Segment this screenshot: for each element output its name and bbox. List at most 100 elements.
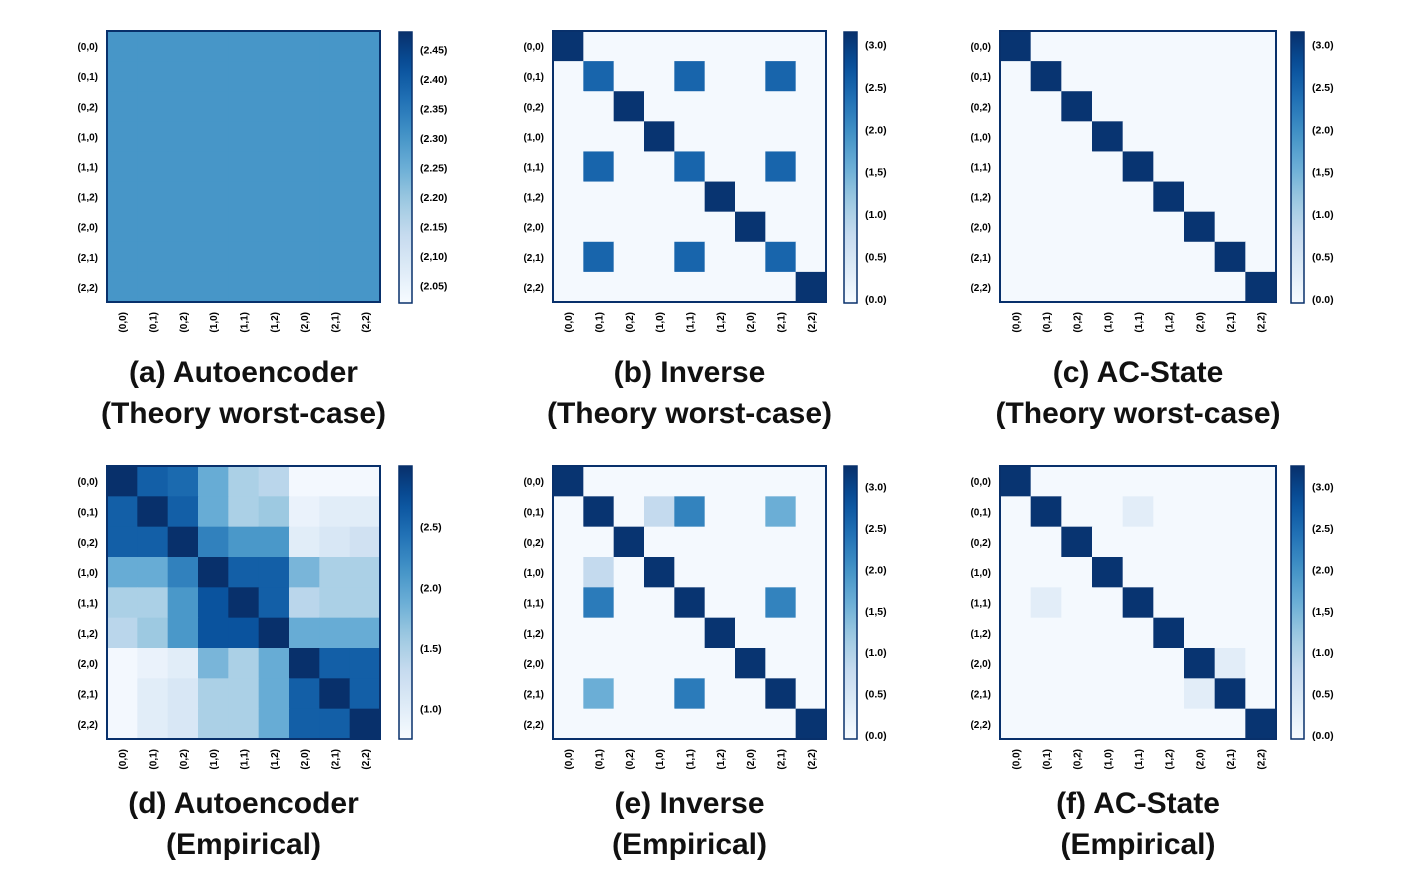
heatmap-cell bbox=[107, 271, 138, 303]
heatmap-cell bbox=[228, 61, 260, 92]
heatmap-cell bbox=[198, 557, 229, 588]
heatmap-cell bbox=[1214, 496, 1246, 528]
row-label: (0,0) bbox=[523, 42, 544, 53]
heatmap-cells bbox=[1000, 31, 1277, 303]
heatmap-cell bbox=[1061, 241, 1093, 273]
heatmap-cell bbox=[553, 617, 584, 649]
heatmap-cell bbox=[1214, 466, 1246, 497]
column-label: (1,0) bbox=[209, 312, 220, 333]
heatmap-cell bbox=[735, 648, 766, 679]
heatmap-cell bbox=[289, 708, 320, 740]
heatmap-cell bbox=[349, 708, 381, 740]
heatmap-cell bbox=[1122, 151, 1154, 183]
heatmap-cell bbox=[1122, 241, 1154, 273]
heatmap-cell bbox=[1153, 211, 1185, 243]
heatmap-cell bbox=[1245, 121, 1277, 153]
colorbar-tick-label: (2.0) bbox=[865, 124, 887, 136]
heatmap-cell bbox=[553, 181, 584, 213]
heatmap-cell bbox=[553, 587, 584, 619]
heatmap-cell bbox=[1184, 181, 1216, 213]
heatmap-cell bbox=[198, 526, 229, 558]
row-label: (0,2) bbox=[523, 102, 544, 113]
heatmap-cell bbox=[795, 211, 827, 243]
heatmap-cell bbox=[198, 91, 229, 122]
heatmap-cell bbox=[795, 617, 827, 649]
heatmap-cell bbox=[1245, 61, 1277, 92]
column-label: (2,2) bbox=[807, 749, 818, 770]
heatmap-cell bbox=[765, 31, 797, 62]
heatmap-cell bbox=[1030, 91, 1062, 122]
colorbar-tick-label: (2.35) bbox=[420, 104, 447, 116]
column-label: (0,1) bbox=[595, 749, 606, 770]
heatmap-cell bbox=[1153, 648, 1185, 679]
row-label: (2,0) bbox=[970, 659, 991, 670]
row-label: (0,2) bbox=[970, 538, 991, 549]
heatmap-cell bbox=[1122, 31, 1154, 62]
heatmap-cell bbox=[1153, 708, 1185, 740]
heatmap-cell bbox=[107, 648, 138, 679]
heatmap-cell bbox=[137, 241, 169, 273]
heatmap-cell bbox=[704, 648, 736, 679]
row-label: (0,1) bbox=[970, 508, 991, 519]
heatmap-cell bbox=[1061, 617, 1093, 649]
heatmap-cell bbox=[795, 181, 827, 213]
heatmap-cell bbox=[349, 181, 381, 213]
heatmap-cell bbox=[735, 557, 766, 588]
heatmap-cell bbox=[583, 466, 615, 497]
colorbar bbox=[1290, 465, 1305, 740]
heatmap-cell bbox=[1245, 466, 1277, 497]
heatmap-cell bbox=[1184, 466, 1216, 497]
heatmap-cell bbox=[228, 91, 260, 122]
heatmap-cell bbox=[1030, 151, 1062, 183]
heatmap-cell bbox=[167, 121, 199, 153]
colorbar bbox=[398, 465, 413, 740]
heatmap-cell bbox=[167, 648, 199, 679]
heatmap-cell bbox=[583, 557, 615, 588]
heatmap-cell bbox=[613, 121, 645, 153]
column-label: (2,2) bbox=[361, 312, 372, 333]
column-label: (2,1) bbox=[331, 749, 342, 770]
row-label: (0,1) bbox=[523, 508, 544, 519]
heatmap-cell bbox=[1245, 151, 1277, 183]
heatmap-cell bbox=[1061, 271, 1093, 303]
heatmap-cell bbox=[258, 121, 290, 153]
heatmap-cell bbox=[137, 466, 169, 497]
heatmap-cell bbox=[644, 708, 675, 740]
heatmap-cell bbox=[583, 31, 615, 62]
column-label: (1,1) bbox=[1134, 749, 1145, 770]
heatmap-cell bbox=[1000, 708, 1032, 740]
heatmap-cell bbox=[1000, 271, 1032, 303]
column-label: (1,1) bbox=[240, 312, 251, 333]
heatmap-cell bbox=[319, 181, 351, 213]
heatmap-cell bbox=[1184, 121, 1216, 153]
heatmap-cell bbox=[167, 466, 199, 497]
heatmap-cell bbox=[1184, 91, 1216, 122]
heatmap-cell bbox=[349, 241, 381, 273]
heatmap-cell bbox=[1153, 617, 1185, 649]
heatmap-cell bbox=[1092, 678, 1124, 710]
heatmap-cell bbox=[228, 181, 260, 213]
heatmap-cell bbox=[319, 557, 351, 588]
heatmap-cell bbox=[289, 496, 320, 528]
heatmap-cells bbox=[553, 466, 827, 740]
column-label: (2,1) bbox=[777, 749, 788, 770]
heatmap-cell bbox=[1184, 526, 1216, 558]
row-label: (2,2) bbox=[970, 720, 991, 731]
heatmap-cell bbox=[674, 466, 706, 497]
heatmap-cell bbox=[289, 211, 320, 243]
heatmap-cell bbox=[137, 617, 169, 649]
heatmap-cell bbox=[1000, 181, 1032, 213]
heatmap-cell bbox=[1092, 496, 1124, 528]
panel-caption: (a) Autoencoder bbox=[129, 356, 358, 389]
heatmap-cell bbox=[1245, 526, 1277, 558]
panel-caption: (c) AC-State bbox=[1053, 356, 1224, 389]
row-label: (0,1) bbox=[77, 508, 98, 519]
heatmap-cell bbox=[553, 31, 584, 62]
colorbar-tick-label: (1.5) bbox=[420, 643, 442, 655]
column-label: (1,1) bbox=[1134, 312, 1145, 333]
colorbar-tick-label: (1,5) bbox=[1312, 606, 1334, 618]
heatmap-cell bbox=[167, 61, 199, 92]
heatmap-cell bbox=[319, 648, 351, 679]
heatmap-cell bbox=[1122, 587, 1154, 619]
column-label: (1,2) bbox=[1165, 749, 1176, 770]
